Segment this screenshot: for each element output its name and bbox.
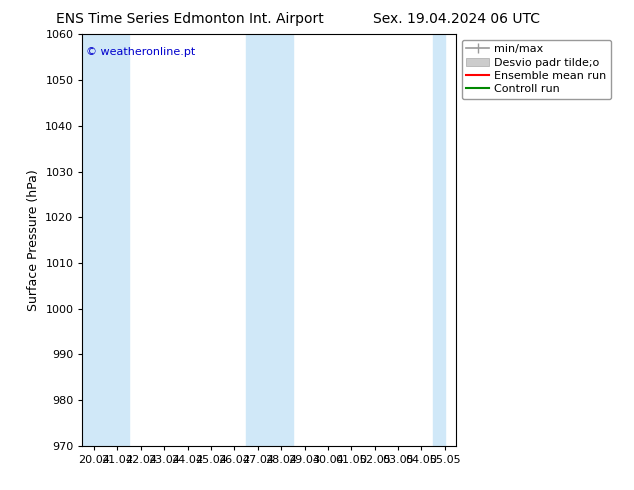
Text: © weatheronline.pt: © weatheronline.pt <box>86 47 195 57</box>
Y-axis label: Surface Pressure (hPa): Surface Pressure (hPa) <box>27 169 40 311</box>
Bar <box>246 34 293 446</box>
Text: ENS Time Series Edmonton Int. Airport: ENS Time Series Edmonton Int. Airport <box>56 12 324 26</box>
Legend: min/max, Desvio padr tilde;o, Ensemble mean run, Controll run: min/max, Desvio padr tilde;o, Ensemble m… <box>462 40 611 99</box>
Bar <box>82 34 129 446</box>
Bar <box>433 34 445 446</box>
Text: Sex. 19.04.2024 06 UTC: Sex. 19.04.2024 06 UTC <box>373 12 540 26</box>
